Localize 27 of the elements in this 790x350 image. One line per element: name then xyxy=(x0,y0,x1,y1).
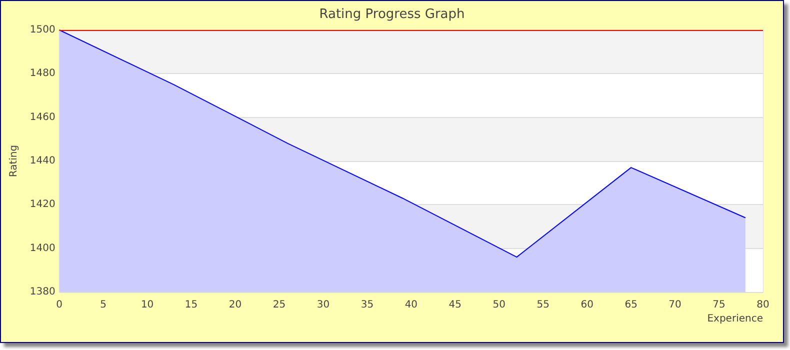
y-tick-label: 1500 xyxy=(30,24,56,36)
x-tick-label: 20 xyxy=(228,300,242,310)
y-tick-label: 1420 xyxy=(30,199,56,210)
x-tick-label: 55 xyxy=(536,300,550,310)
y-tick-label: 1460 xyxy=(30,112,56,123)
x-tick-label: 60 xyxy=(580,300,594,310)
x-tick-label: 65 xyxy=(624,300,638,310)
chart-title: Rating Progress Graph xyxy=(319,7,465,22)
x-tick-label: 5 xyxy=(100,300,107,310)
x-tick-label: 50 xyxy=(492,300,506,310)
x-tick-label: 15 xyxy=(184,300,198,310)
x-axis-title: Experience xyxy=(707,314,763,324)
x-tick-label: 10 xyxy=(140,300,154,310)
x-tick-label: 25 xyxy=(272,300,286,310)
y-axis-title: Rating xyxy=(8,144,20,178)
x-tick-label: 75 xyxy=(712,300,726,310)
x-tick-label: 40 xyxy=(404,300,418,310)
y-tick-label: 1400 xyxy=(30,242,56,254)
x-tick-label: 45 xyxy=(448,300,462,310)
x-tick-label: 80 xyxy=(756,300,770,310)
x-tick-label: 0 xyxy=(56,300,63,310)
x-tick-label: 35 xyxy=(360,300,374,310)
y-tick-label: 1480 xyxy=(30,68,56,80)
y-tick-label: 1440 xyxy=(30,156,56,166)
x-tick-label: 70 xyxy=(668,300,682,310)
x-tick-label: 30 xyxy=(316,300,330,310)
y-tick-label: 1380 xyxy=(30,286,56,298)
